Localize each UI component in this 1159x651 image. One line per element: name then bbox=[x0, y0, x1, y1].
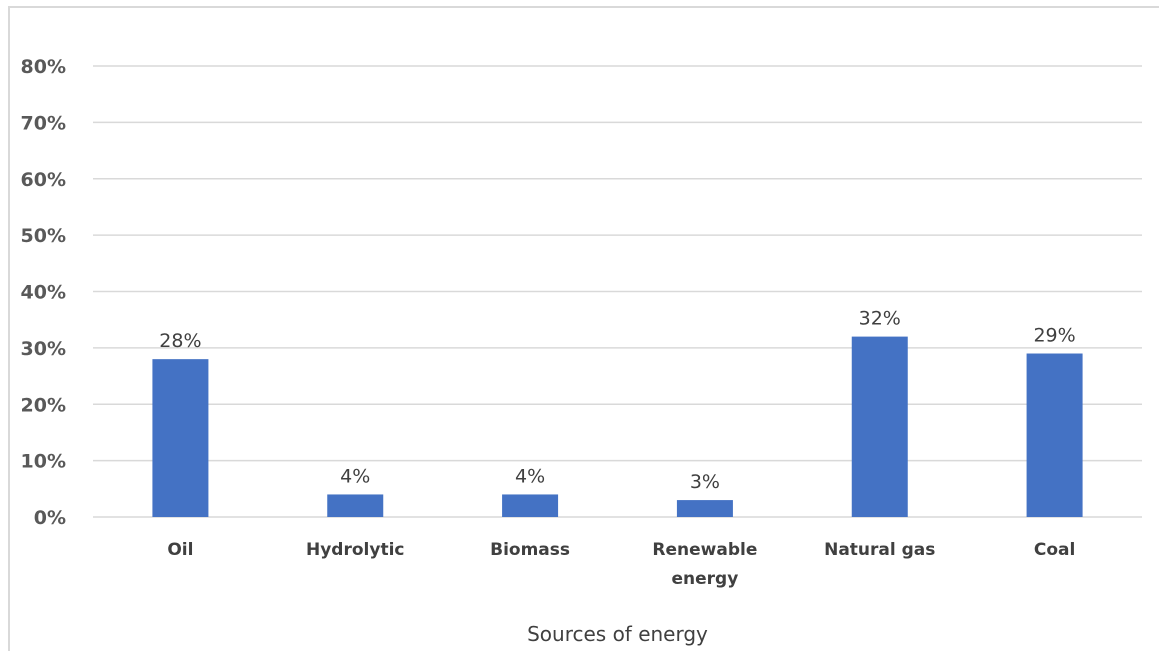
data-label: 4% bbox=[340, 465, 370, 487]
bar bbox=[851, 336, 908, 517]
data-labels: 28% 4% 4% 3% 32% 29% bbox=[159, 308, 1075, 493]
y-axis-ticks: 0% 10% 20% 30% 40% 50% 60% 70% 80% bbox=[21, 56, 66, 529]
x-tick-label: Natural gas bbox=[824, 540, 935, 560]
x-tick-label: Renewable energy bbox=[652, 540, 757, 589]
data-label: 28% bbox=[159, 330, 201, 352]
bar bbox=[1026, 353, 1083, 517]
y-tick-label: 0% bbox=[34, 507, 66, 529]
x-tick-label: Coal bbox=[1034, 540, 1075, 560]
gridlines bbox=[93, 65, 1142, 518]
y-tick-label: 40% bbox=[21, 282, 66, 304]
x-tick-label: Hydrolytic bbox=[306, 540, 404, 560]
y-tick-label: 70% bbox=[21, 112, 66, 134]
x-axis-ticks: Oil Hydrolytic Biomass Renewable energy Natur… bbox=[167, 540, 1075, 589]
data-label: 4% bbox=[515, 465, 545, 487]
y-tick-label: 10% bbox=[21, 451, 66, 473]
bar bbox=[502, 494, 559, 517]
y-tick-label: 30% bbox=[21, 338, 66, 360]
chart-frame bbox=[8, 6, 1159, 651]
y-tick-label: 80% bbox=[21, 56, 66, 78]
bars bbox=[152, 336, 1083, 517]
data-label: 29% bbox=[1033, 325, 1075, 347]
bar bbox=[676, 500, 733, 517]
y-tick-label: 60% bbox=[21, 169, 66, 191]
bar bbox=[152, 359, 209, 517]
y-tick-label: 20% bbox=[21, 394, 66, 416]
x-tick-label: Oil bbox=[167, 540, 193, 560]
x-axis-title: Sources of energy bbox=[527, 622, 708, 646]
x-tick-label: Biomass bbox=[490, 540, 570, 560]
data-label: 3% bbox=[690, 471, 720, 493]
bar bbox=[327, 494, 384, 517]
data-label: 32% bbox=[859, 308, 901, 330]
y-tick-label: 50% bbox=[21, 225, 66, 247]
